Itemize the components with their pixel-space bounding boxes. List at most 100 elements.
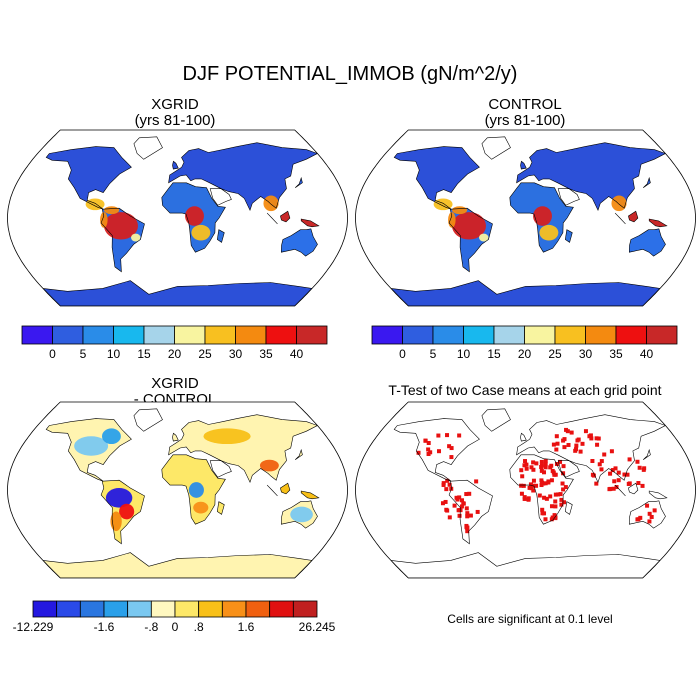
land-au <box>281 228 318 257</box>
land-in3 <box>649 219 667 227</box>
land-gl <box>133 408 163 432</box>
diff-title-line1: XGRID <box>151 375 199 392</box>
land-an <box>42 280 313 306</box>
significant-cell <box>614 485 619 490</box>
map-border <box>7 129 348 307</box>
value-cell <box>188 482 204 498</box>
land-au <box>629 228 666 257</box>
ttest-map <box>355 401 696 579</box>
colorbar-tick-label: 0 <box>171 620 179 634</box>
significant-cell <box>528 482 533 487</box>
significant-cell <box>522 495 527 500</box>
significant-cell <box>566 442 571 447</box>
significant-cell <box>636 517 641 522</box>
land-in2 <box>280 211 290 222</box>
significant-cell <box>543 459 548 464</box>
significant-cell <box>594 436 599 441</box>
colorbar-box <box>56 600 81 618</box>
significant-cell <box>457 495 462 500</box>
significant-cell <box>616 478 621 483</box>
significant-cell <box>464 492 469 497</box>
coastline <box>642 176 651 188</box>
coastline <box>564 229 573 243</box>
coastline <box>628 228 666 257</box>
land-layer <box>390 136 668 306</box>
colorbar-tick-label: .8 <box>193 620 204 634</box>
significant-cell <box>652 508 657 513</box>
colorbar-tick-label: 26.245 <box>298 620 336 634</box>
control-map <box>355 129 696 307</box>
significant-cell <box>539 478 544 483</box>
significant-cell <box>539 459 544 464</box>
significant-cell <box>534 461 539 466</box>
colorbar-tick-label: 0 <box>49 347 56 361</box>
significant-cell <box>558 492 563 497</box>
value-cell <box>611 195 627 212</box>
significant-cell <box>441 481 446 486</box>
significant-cell <box>526 497 531 502</box>
land-na <box>394 146 480 210</box>
value-cell <box>104 206 120 215</box>
significant-cell <box>560 481 565 486</box>
land-in2 <box>628 211 638 222</box>
value-cell <box>191 224 211 241</box>
coastline <box>161 454 226 525</box>
colorbar-tick-label: 40 <box>639 347 654 361</box>
land-eu <box>168 414 318 483</box>
colorbar-box <box>103 600 129 618</box>
significant-cell <box>561 464 566 469</box>
colorbar-tick-label: 35 <box>259 347 273 361</box>
significant-cell <box>552 472 557 477</box>
significant-cell <box>590 472 595 477</box>
colorbar-box <box>296 325 328 345</box>
land-eu <box>168 142 318 211</box>
land-in3 <box>301 219 319 227</box>
significant-cell <box>590 458 595 463</box>
significant-cell <box>540 511 545 516</box>
colorbar-tick-label: 25 <box>198 347 212 361</box>
significant-cell <box>608 486 613 491</box>
coastline <box>509 182 574 253</box>
coastline <box>280 228 318 257</box>
significant-cell <box>553 516 558 521</box>
colorbar-tick-label: 15 <box>487 347 501 361</box>
significant-cell <box>444 487 449 492</box>
colorbar-box <box>198 600 223 618</box>
coastline <box>172 432 179 442</box>
significant-cell <box>524 462 529 467</box>
significant-cell <box>447 515 452 520</box>
land-na <box>46 146 132 210</box>
value-cell <box>74 436 109 456</box>
colorbar-box <box>174 600 200 618</box>
significant-cell <box>554 447 559 452</box>
coastline <box>294 448 303 460</box>
significant-cell <box>519 468 524 473</box>
significant-cell <box>637 465 642 470</box>
significant-cell <box>531 478 536 483</box>
coastline <box>614 212 626 225</box>
significant-cell <box>549 478 554 483</box>
significant-cell <box>578 449 583 454</box>
colorbar-tick-label: 15 <box>137 347 151 361</box>
significant-cell <box>574 447 579 452</box>
colorbar-box <box>615 325 647 345</box>
colorbar-box <box>32 600 58 618</box>
coastline <box>520 432 527 442</box>
control-colorbar <box>371 325 678 345</box>
colorbar-box <box>524 325 556 345</box>
significant-cell <box>531 460 536 465</box>
coastline <box>516 414 667 483</box>
colorbar-box <box>113 325 145 345</box>
significant-cell <box>445 433 450 438</box>
significant-cell <box>447 482 452 487</box>
significant-cell <box>436 433 441 438</box>
significant-cell <box>443 499 448 504</box>
significant-cell <box>575 438 580 443</box>
coastline <box>133 408 163 432</box>
land-in3 <box>301 491 319 499</box>
colorbar-tick-label: 35 <box>609 347 623 361</box>
colorbar-tick-label: -12.229 <box>12 620 54 634</box>
significant-cell <box>423 438 428 443</box>
colorbar-tick-label: 20 <box>167 347 182 361</box>
land-mg <box>217 229 225 243</box>
